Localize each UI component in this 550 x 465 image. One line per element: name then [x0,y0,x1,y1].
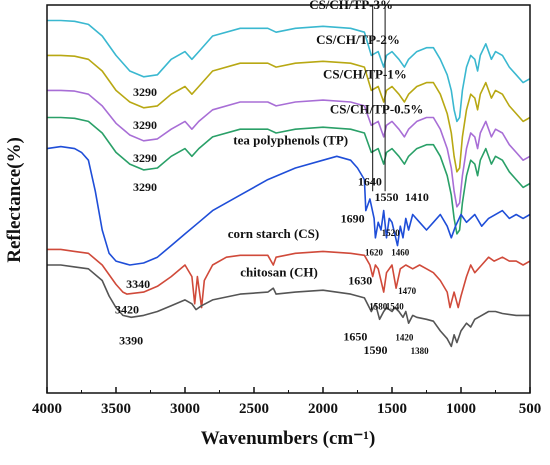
peak-annotation-1380: 1380 [411,346,430,356]
x-axis-ticks: 4000 3500 3000 2500 2000 1500 1000 500 [32,387,541,417]
peak-annotation-3420: 3420 [115,302,139,316]
series-line-cs-ch-tp-1 [47,89,531,208]
peak-annotation-1410: 1410 [405,190,429,204]
peak-annotation-1640: 1640 [358,174,382,188]
peak-annotation-1580: 1580 [369,302,388,312]
series-label-cs-ch-tp-3: CS/CH/TP-3% [309,0,393,12]
series-line-chitosan-ch [47,264,530,348]
x-tick-label-2000: 2000 [308,401,338,417]
peak-annotation-1520: 1520 [382,228,401,238]
reference-lines [372,5,386,192]
series-label-cs-ch-tp-2: CS/CH/TP-2% [316,32,400,47]
series-line-tea-polyphenols-tp [46,145,531,266]
peak-annotation-3290: 3290 [133,151,157,165]
series-label-cs-ch-tp-0-5: CS/CH/TP-0.5% [330,102,424,117]
peak-annotation-1620: 1620 [365,247,384,257]
x-tick-label-1500: 1500 [377,401,407,417]
peak-annotation-3340: 3340 [126,277,150,291]
x-tick-label-500: 500 [519,401,542,417]
peak-annotation-1690: 1690 [341,211,365,225]
peak-annotation-3390: 3390 [119,334,143,348]
series-line-corn-starch-cs [47,248,531,309]
peak-annotation-1630: 1630 [348,273,372,287]
peak-annotation-3290: 3290 [133,180,157,194]
y-axis-title: Reflectance(%) [4,137,25,263]
x-tick-label-3000: 3000 [170,401,200,417]
series-label-cs-ch-tp-1: CS/CH/TP-1% [323,67,407,82]
series-line-cs-ch-tp-2 [47,54,531,173]
peak-annotation-3290: 3290 [133,85,157,99]
peak-annotation-1470: 1470 [398,286,417,296]
x-tick-label-2500: 2500 [239,401,269,417]
series-line-cs-ch-tp-3 [47,19,531,123]
peak-annotation-1540: 1540 [386,302,405,312]
series-label-corn-starch-cs: corn starch (CS) [228,226,319,241]
label-layer: CS/CH/TP-3% CS/CH/TP-2% CS/CH/TP-1% CS/CH/T… [115,0,429,357]
series-line-cs-ch-tp-0-5 [47,116,531,235]
x-tick-label-3500: 3500 [101,401,131,417]
peak-annotation-1550: 1550 [374,190,398,204]
peak-annotation-3290: 3290 [133,118,157,132]
peak-annotation-1420: 1420 [395,333,414,343]
plot-layer [46,19,531,348]
x-axis-title: Wavenumbers (cm⁻¹) [201,428,376,449]
series-label-chitosan-ch: chitosan (CH) [240,265,318,280]
x-tick-label-4000: 4000 [32,401,62,417]
peak-annotation-1590: 1590 [363,343,387,357]
series-label-tea-polyphenols-tp: tea polyphenols (TP) [233,133,348,148]
peak-annotation-1650: 1650 [343,330,367,344]
x-tick-label-1000: 1000 [446,401,476,417]
peak-annotation-1460: 1460 [391,247,410,257]
